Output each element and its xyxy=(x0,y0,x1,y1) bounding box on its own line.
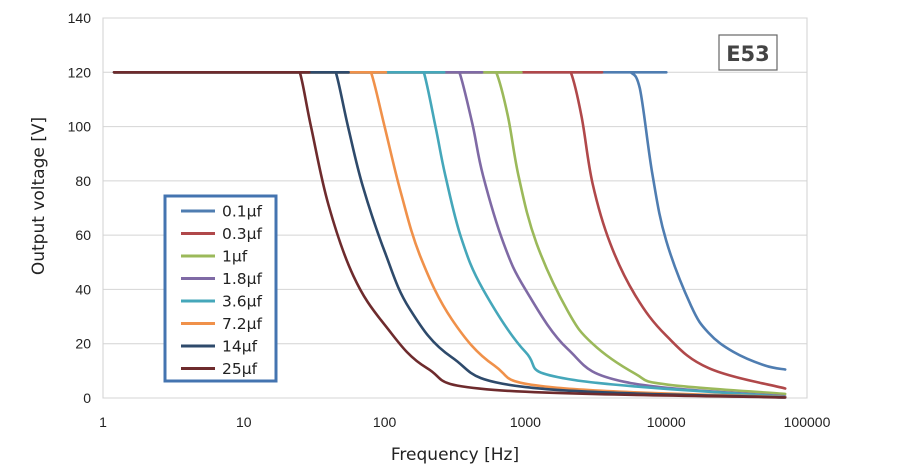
y-tick-label: 0 xyxy=(83,390,91,406)
legend-label: 14µf xyxy=(222,338,258,356)
y-tick-label: 100 xyxy=(68,119,92,135)
y-tick-label: 20 xyxy=(75,336,91,352)
x-tick-label: 10000 xyxy=(647,414,686,430)
x-tick-label: 10 xyxy=(236,414,252,430)
legend: 0.1µf 0.3µf 1µf 1.8µf 3.6µf 7.2µf 14µf 25µf xyxy=(163,194,278,383)
series-line-7 xyxy=(112,70,787,399)
y-tick-label: 60 xyxy=(75,227,91,243)
x-axis-title: Frequency [Hz] xyxy=(391,445,519,465)
series-lines xyxy=(112,70,787,399)
legend-label: 0.1µf xyxy=(222,203,263,221)
x-tick-label: 1000 xyxy=(510,414,541,430)
legend-box xyxy=(163,194,278,383)
x-tick-label: 100 xyxy=(373,414,397,430)
chart-badge: E53 xyxy=(718,34,778,71)
y-tick-label: 140 xyxy=(68,10,92,26)
legend-label: 1µf xyxy=(222,248,248,266)
legend-label: 1.8µf xyxy=(222,270,263,288)
y-tick-label: 80 xyxy=(75,173,91,189)
y-tick-label: 120 xyxy=(68,64,92,80)
y-axis-title: Output voltage [V] xyxy=(29,117,49,275)
legend-label: 25µf xyxy=(222,360,258,378)
series-line-6 xyxy=(112,71,787,399)
series-line-5 xyxy=(112,70,787,399)
series-line-4 xyxy=(112,70,787,399)
x-tick-label: 1 xyxy=(99,414,107,430)
x-tick-label: 100000 xyxy=(784,414,831,430)
tick-labels: 0 20 40 60 80 100 120 140 1 10 100 1000 10000 100000 xyxy=(68,10,831,430)
legend-label: 0.3µf xyxy=(222,225,263,243)
y-tick-label: 40 xyxy=(75,281,91,297)
legend-label: 3.6µf xyxy=(222,293,263,311)
badge-label: E53 xyxy=(726,42,770,66)
legend-label: 7.2µf xyxy=(222,315,263,333)
